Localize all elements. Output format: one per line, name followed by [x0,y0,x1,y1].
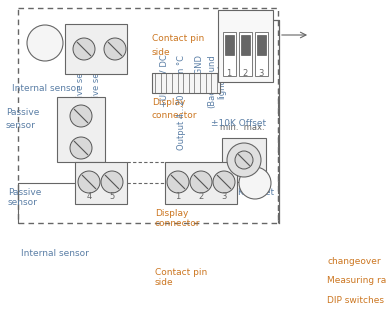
Text: ±10K Offset: ±10K Offset [211,119,266,128]
Text: -UB GND: -UB GND [195,55,204,91]
Text: sensor: sensor [6,121,36,130]
Text: 3: 3 [258,69,264,78]
Circle shape [190,171,212,193]
Circle shape [227,143,261,177]
Text: Contact pin: Contact pin [152,34,204,43]
Circle shape [235,151,253,169]
Text: Passive sensor: Passive sensor [76,55,85,117]
Circle shape [78,171,100,193]
Text: Internal sensor: Internal sensor [12,84,80,93]
Circle shape [104,38,126,60]
Bar [239,32,252,76]
Bar [18,8,278,223]
Text: Passive sensor: Passive sensor [92,55,101,117]
Text: changeover: changeover [327,257,381,266]
Circle shape [213,171,235,193]
Text: (Background
lighting): (Background lighting) [207,55,226,108]
Bar [241,35,250,55]
Text: Passive
sensor: Passive sensor [8,188,41,207]
Circle shape [167,171,189,193]
Text: Contact pin
side: Contact pin side [155,268,207,287]
Circle shape [27,25,63,61]
Circle shape [70,105,92,127]
Bar [57,97,105,162]
Text: min.  max.: min. max. [220,123,265,132]
Text: ±10K Offset: ±10K Offset [219,188,274,197]
Text: Passive: Passive [6,108,39,117]
Text: 2: 2 [242,69,248,78]
Text: 1: 1 [175,192,181,201]
Text: 4: 4 [86,192,92,201]
Bar [222,138,266,182]
Text: 2: 2 [199,192,204,201]
Bar [223,32,236,76]
Text: connector: connector [152,111,197,120]
Circle shape [70,137,92,159]
Bar [218,10,273,82]
Bar [257,35,266,55]
Bar [75,162,127,204]
Text: Display
connector: Display connector [155,209,200,228]
Text: Internal sensor: Internal sensor [21,249,89,258]
Text: 5: 5 [110,192,115,201]
Bar [255,32,268,76]
Text: ON: ON [228,18,245,28]
Text: DIP switches: DIP switches [327,296,384,305]
Text: +UB 24V DC: +UB 24V DC [160,55,169,107]
Text: Measuring range: Measuring range [327,276,387,285]
Bar [165,162,237,204]
Text: 1: 1 [226,69,232,78]
Circle shape [239,167,271,199]
Text: min.  max.: min. max. [219,178,263,187]
Text: Display: Display [152,98,185,107]
Bar [65,24,127,74]
Circle shape [73,38,95,60]
Bar [225,35,234,55]
Text: side: side [152,48,171,57]
Circle shape [101,171,123,193]
Text: 3: 3 [221,192,227,201]
Bar [152,73,220,93]
Text: Output 4...20 mA in °C: Output 4...20 mA in °C [177,55,187,150]
